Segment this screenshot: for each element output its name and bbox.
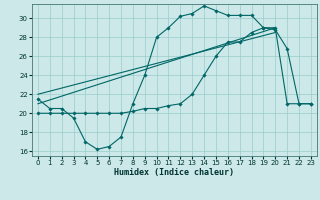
X-axis label: Humidex (Indice chaleur): Humidex (Indice chaleur) [115, 168, 234, 177]
